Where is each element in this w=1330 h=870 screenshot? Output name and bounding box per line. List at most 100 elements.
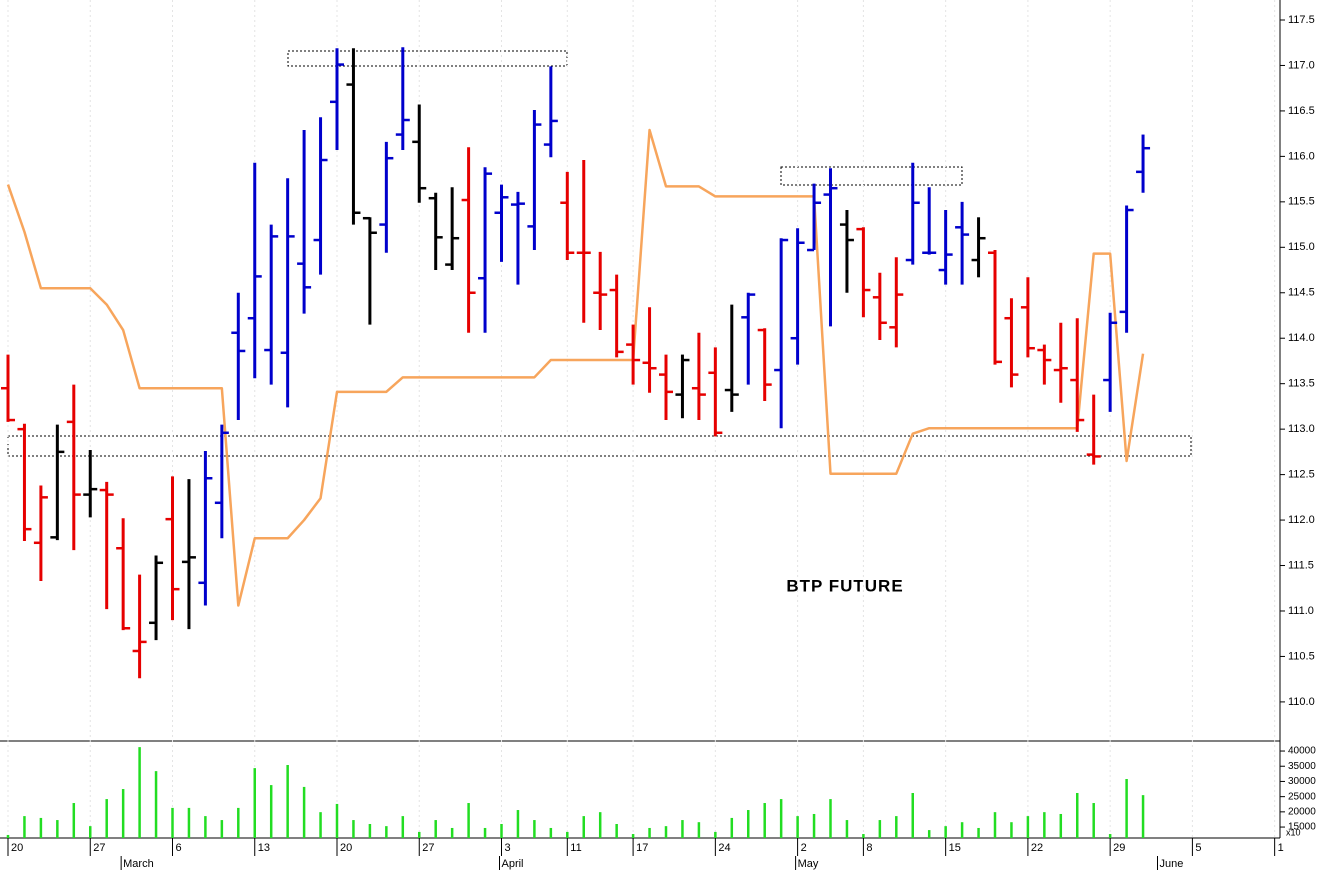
month-label: June — [1160, 858, 1184, 870]
x-tick-label: 13 — [258, 842, 270, 854]
volume-y-tick-label: 15000 — [1288, 822, 1316, 833]
volume-y-tick-label: 25000 — [1288, 791, 1316, 802]
x-tick-label: 1 — [1278, 842, 1284, 854]
ohlc-bar — [231, 292, 246, 421]
y-tick-label: 113.0 — [1288, 423, 1315, 435]
ohlc-bar — [1119, 205, 1134, 333]
ohlc-bar — [560, 171, 575, 261]
month-label: April — [502, 858, 524, 870]
y-tick-label: 110.5 — [1288, 650, 1315, 662]
ohlc-bar — [922, 187, 937, 255]
ohlc-bar — [971, 217, 986, 278]
y-tick-label: 114.5 — [1288, 287, 1315, 299]
x-tick-label: 5 — [1195, 842, 1201, 854]
ohlc-bar — [872, 272, 887, 341]
ohlc-bar — [708, 347, 723, 437]
ohlc-bar — [938, 210, 953, 285]
ohlc-bar — [33, 485, 48, 581]
x-tick-label: 22 — [1031, 842, 1043, 854]
ohlc-bar — [116, 518, 131, 631]
ohlc-bar — [379, 141, 394, 253]
ohlc-bar — [165, 476, 180, 621]
ohlc-bar — [99, 481, 114, 610]
ohlc-bar — [1103, 312, 1118, 412]
ohlc-bar — [510, 191, 525, 285]
y-tick-label: 117.5 — [1288, 14, 1315, 26]
ohlc-bar — [1, 354, 15, 422]
ohlc-bar — [823, 168, 838, 327]
ohlc-bar — [149, 555, 164, 641]
x-tick-label: 24 — [718, 842, 730, 854]
x-tick-label: 17 — [636, 842, 648, 854]
y-tick-label: 116.5 — [1288, 105, 1315, 117]
y-tick-label: 113.5 — [1288, 378, 1315, 390]
y-tick-label: 112.5 — [1288, 469, 1315, 481]
x-tick-label: 20 — [11, 842, 23, 854]
month-label: March — [123, 858, 154, 870]
ohlc-bar — [50, 424, 65, 541]
ohlc-bar — [1136, 134, 1151, 193]
y-tick-label: 111.0 — [1288, 605, 1314, 617]
x-tick-label: 2 — [801, 842, 807, 854]
y-tick-label: 112.0 — [1288, 514, 1315, 526]
ohlc-bar — [66, 384, 81, 551]
ohlc-bar — [905, 162, 920, 265]
month-label: May — [798, 858, 819, 870]
ohlc-bar — [757, 328, 772, 401]
y-tick-label: 111.5 — [1288, 559, 1314, 571]
ohlc-bar — [774, 238, 789, 429]
ohlc-bar — [691, 332, 706, 421]
ohlc-bar — [478, 167, 493, 333]
ohlc-bar — [955, 201, 970, 285]
ohlc-bar — [988, 250, 1002, 365]
ohlc-bar — [790, 228, 805, 365]
ohlc-bar — [1004, 298, 1019, 388]
x-tick-label: 20 — [340, 842, 352, 854]
ohlc-bar — [1037, 344, 1052, 385]
ohlc-bar — [642, 307, 657, 393]
ohlc-bar — [17, 423, 32, 541]
ohlc-bar — [461, 147, 476, 333]
resistance-box — [287, 50, 568, 67]
ohlc-bar — [741, 292, 756, 385]
ohlc-bar — [412, 104, 427, 203]
ohlc-bar — [247, 162, 262, 379]
ohlc-bar — [856, 227, 871, 318]
ohlc-bar — [264, 224, 279, 385]
ohlc-bar — [330, 48, 344, 151]
y-tick-label: 116.0 — [1288, 150, 1315, 162]
ohlc-bar — [428, 192, 443, 271]
ohlc-bar — [83, 450, 98, 518]
ohlc-bar — [659, 354, 673, 421]
ohlc-bar — [724, 304, 739, 412]
ohlc-bar — [494, 184, 509, 262]
ohlc-bar — [807, 183, 822, 252]
volume-y-tick-label: 35000 — [1288, 761, 1316, 772]
signal-line — [6, 128, 1145, 607]
ohlc-bar — [132, 574, 147, 679]
volume-y-tick-label: 20000 — [1288, 806, 1316, 817]
resistance-box — [780, 166, 963, 186]
x-tick-label: 27 — [422, 842, 434, 854]
ohlc-bar — [609, 274, 624, 358]
ohlc-bar — [346, 48, 361, 225]
ohlc-bar — [1070, 318, 1085, 432]
x-tick-label: 8 — [866, 842, 872, 854]
ohlc-bar — [297, 130, 312, 314]
volume-unit-note: x10 — [1286, 827, 1301, 837]
y-tick-label: 117.0 — [1288, 59, 1315, 71]
ohlc-bar — [1086, 394, 1101, 465]
ohlc-bar — [543, 66, 558, 158]
ohlc-bar — [198, 450, 213, 606]
ohlc-bar — [675, 354, 690, 419]
ohlc-bar — [839, 210, 854, 293]
y-tick-label: 114.0 — [1288, 332, 1315, 344]
ohlc-bar — [889, 257, 904, 348]
volume-y-tick-label: 30000 — [1288, 776, 1316, 787]
y-tick-label: 115.0 — [1288, 241, 1315, 253]
ohlc-bar — [362, 216, 377, 325]
chart-annotation: BTP FUTURE — [786, 576, 903, 595]
ohlc-bar — [593, 251, 608, 331]
ohlc-bar — [313, 117, 328, 275]
